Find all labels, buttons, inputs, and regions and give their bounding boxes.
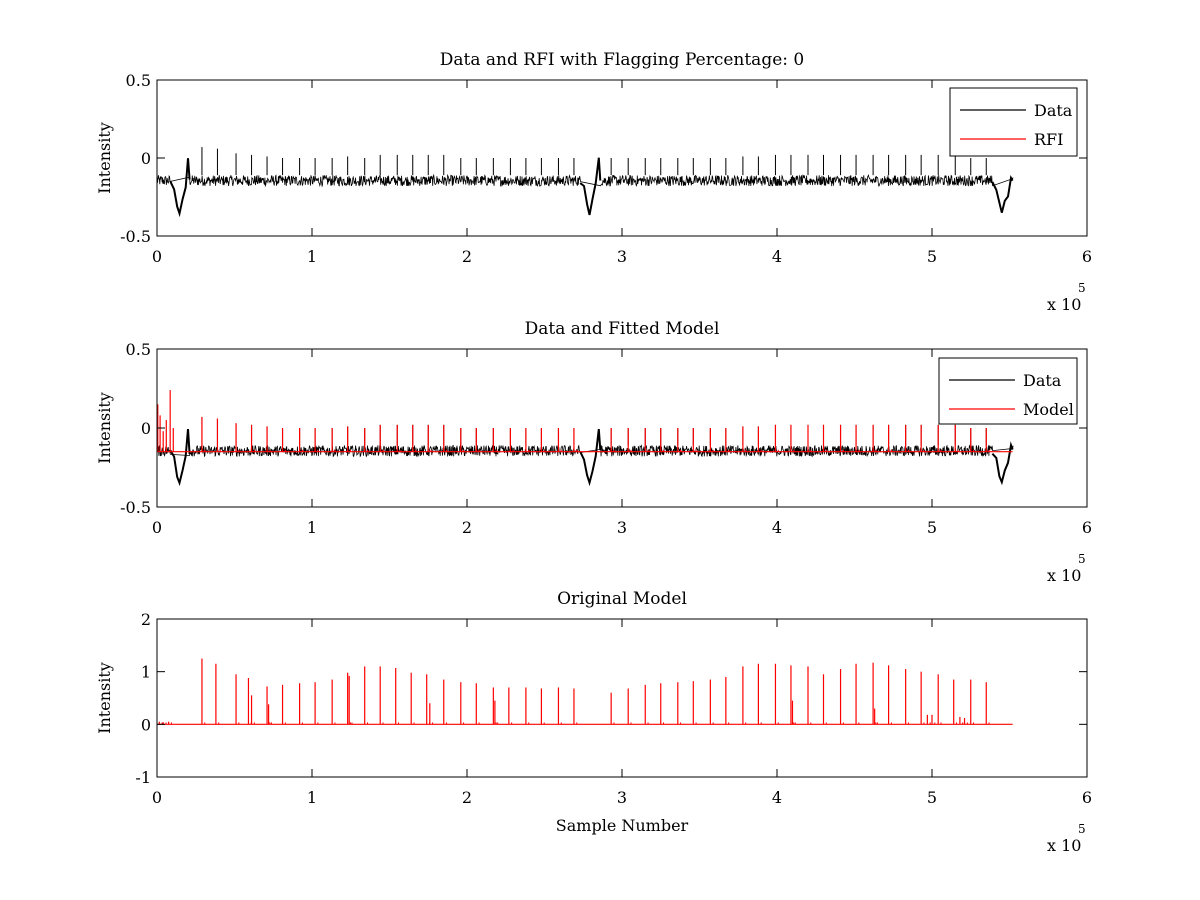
series-model-line: [157, 390, 1013, 453]
data-noise-trace: [157, 173, 1014, 188]
y-axis-label: Intensity: [95, 392, 114, 464]
x-tick-label: 2: [462, 247, 472, 266]
y-tick-label: 0: [141, 149, 151, 168]
legend: Data Model: [938, 357, 1078, 425]
x-tick-label: 4: [772, 788, 782, 807]
x-tick-label: 1: [307, 518, 317, 537]
x-tick-label: 5: [927, 518, 937, 537]
x-multiplier: x 10: [1047, 836, 1081, 855]
data-dip: [169, 429, 191, 487]
x-tick-label: 2: [462, 518, 472, 537]
x-tick-label: 4: [772, 518, 782, 537]
y-tick-label: 0.5: [126, 71, 151, 90]
chart-title: Data and Fitted Model: [525, 319, 720, 339]
x-tick-label: 6: [1082, 788, 1092, 807]
series-model-line: [157, 658, 1013, 725]
chart-title: Original Model: [557, 589, 687, 609]
legend-label-data: Data: [1023, 371, 1062, 390]
x-tick-label: 0: [152, 518, 162, 537]
x-tick-label: 1: [307, 788, 317, 807]
y-tick-label: 0: [141, 419, 151, 438]
legend-box: [949, 87, 1078, 157]
x-tick-label: 0: [152, 788, 162, 807]
x-tick-label: 6: [1082, 518, 1092, 537]
x-tick-label: 3: [617, 518, 627, 537]
legend-label-rfi: RFI: [1034, 130, 1063, 149]
x-tick-label: 4: [772, 247, 782, 266]
x-axis-label: Sample Number: [556, 816, 689, 835]
data-dip: [169, 158, 191, 218]
y-tick-label: -0.5: [120, 498, 151, 517]
y-axis-label: Intensity: [95, 662, 114, 734]
legend-label-model: Model: [1023, 400, 1074, 419]
legend-label-data: Data: [1034, 101, 1073, 120]
axes-box: [156, 79, 1088, 237]
x-multiplier-exponent: 5: [1078, 552, 1086, 566]
y-axis-label: Intensity: [95, 122, 114, 194]
x-tick-label: 0: [152, 247, 162, 266]
legend: Data RFI: [949, 87, 1078, 157]
axes-box: [156, 618, 1088, 778]
x-tick-label: 3: [617, 788, 627, 807]
y-tick-label: -0.5: [120, 227, 151, 246]
x-tick-label: 6: [1082, 247, 1092, 266]
x-tick-label: 3: [617, 247, 627, 266]
y-tick-label: 0.5: [126, 340, 151, 359]
chart-title: Data and RFI with Flagging Percentage: 0: [440, 50, 804, 70]
legend-box: [938, 357, 1078, 425]
series-data-line: [157, 147, 1014, 218]
y-tick-label: -1: [135, 768, 151, 787]
x-tick-label: 2: [462, 788, 472, 807]
x-multiplier-exponent: 5: [1078, 281, 1086, 295]
x-tick-label: 5: [927, 247, 937, 266]
x-tick-label: 5: [927, 788, 937, 807]
x-multiplier: x 10: [1047, 295, 1081, 314]
data-dip: [991, 175, 1014, 213]
x-multiplier-exponent: 5: [1078, 822, 1086, 836]
y-tick-label: 0: [141, 715, 151, 734]
x-tick-label: 1: [307, 247, 317, 266]
data-dip: [579, 157, 602, 216]
data-dip: [579, 428, 602, 487]
y-tick-label: 1: [141, 663, 151, 682]
data-dip: [991, 441, 1014, 486]
y-tick-label: 2: [141, 610, 151, 629]
x-multiplier: x 10: [1047, 566, 1081, 585]
